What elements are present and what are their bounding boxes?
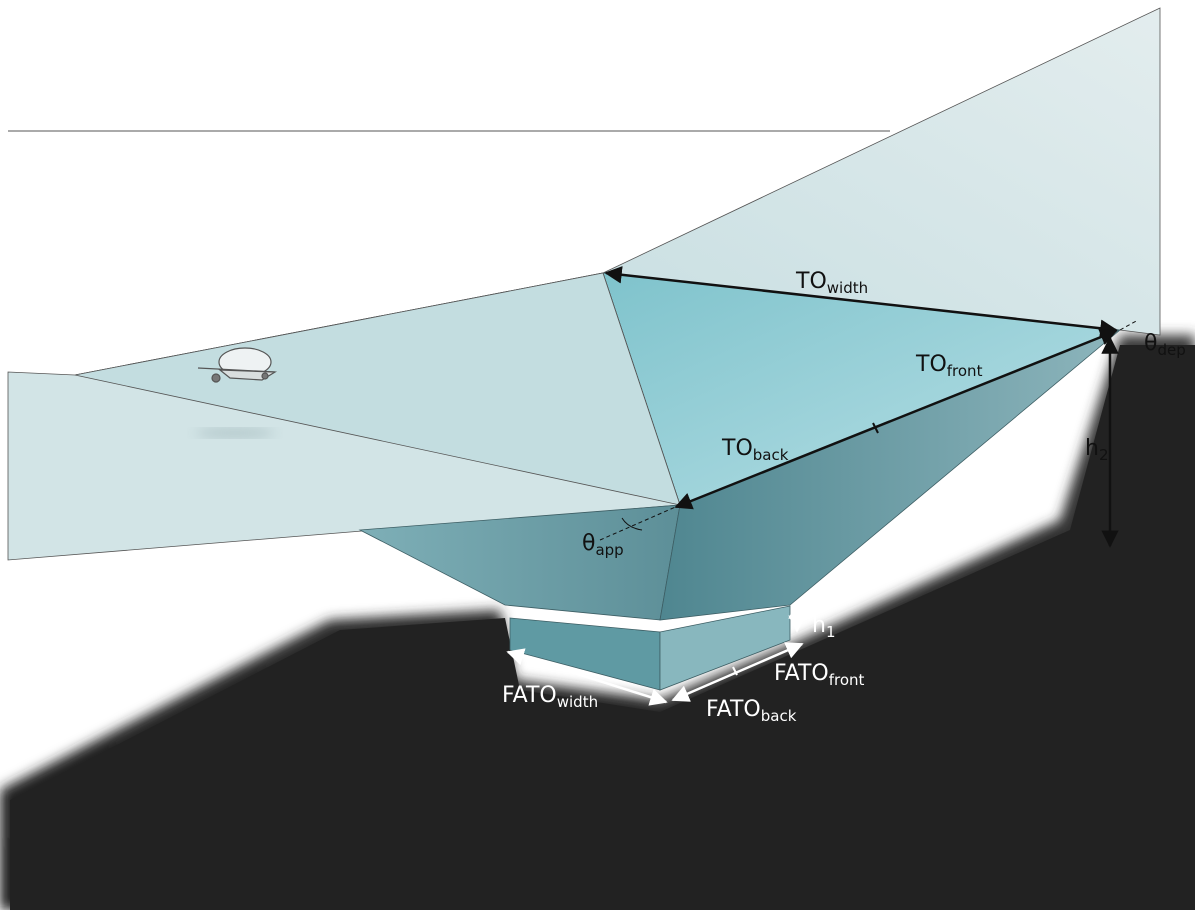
to-front-back-arrow (674, 328, 1118, 510)
aircraft-shadow (195, 428, 275, 438)
label-h2: h2 (1085, 436, 1109, 464)
fato-front-back-divider (732, 666, 738, 676)
label-to-width: TOwidth (795, 269, 868, 297)
label-theta-dep: θdep (1144, 331, 1186, 359)
approach-surface-top (74, 272, 681, 506)
to-front-back-divider (872, 422, 879, 434)
evtol-aircraft-icon (197, 347, 278, 383)
label-fato-front: FATOfront (774, 661, 865, 689)
label-fato-width: FATOwidth (502, 683, 598, 711)
label-fato-back: FATOback (706, 697, 797, 725)
fato-side-left (509, 617, 661, 691)
theta-app-reference (599, 504, 681, 541)
to-width-arrow (604, 266, 1118, 337)
theta-dep-reference (1119, 319, 1139, 331)
fato-front-back-arrow (671, 642, 804, 702)
theta-app-arc (621, 517, 643, 531)
label-theta-app: θapp (582, 531, 624, 559)
fato-width-arrow (506, 648, 668, 706)
ground-shadow (0, 335, 1195, 910)
label-to-front: TOfront (915, 352, 983, 380)
label-h1: h1 (812, 613, 836, 641)
label-to-back: TOback (721, 436, 789, 464)
